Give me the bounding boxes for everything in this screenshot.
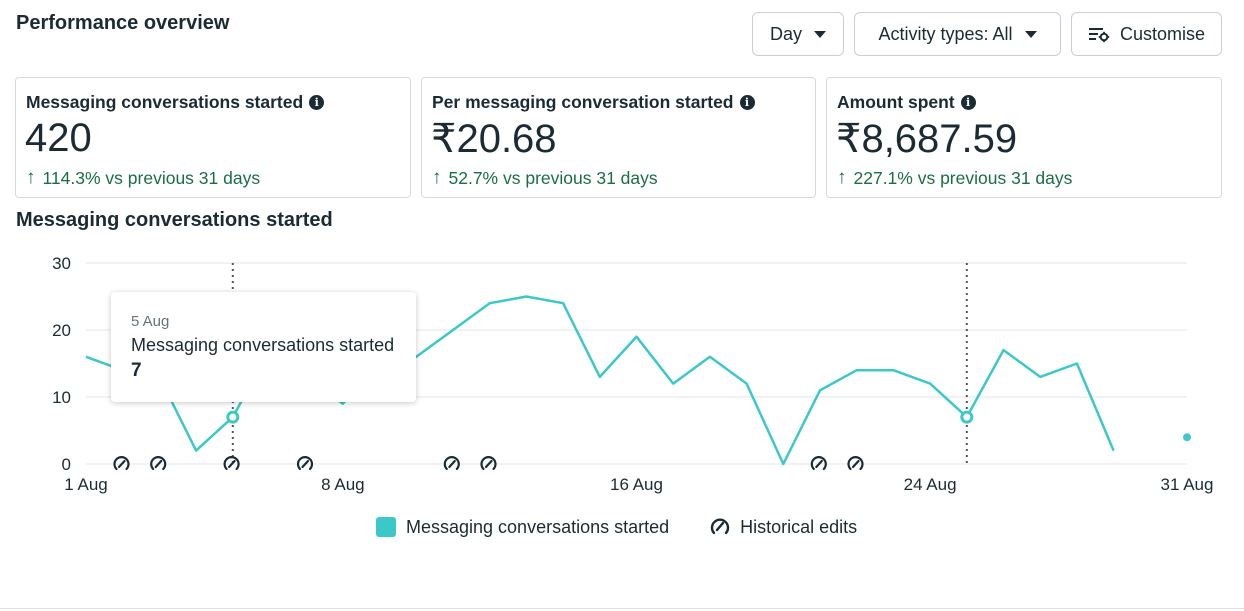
metric-change: ↑ 52.7% vs previous 31 days [432, 167, 658, 189]
period-dropdown[interactable]: Day [752, 12, 844, 56]
tooltip-value: 7 [131, 360, 142, 381]
metric-change-text: 114.3% vs previous 31 days [42, 167, 261, 188]
arrow-up-icon: ↑ [26, 167, 36, 188]
customise-label: Customise [1119, 23, 1206, 44]
settings-list-icon [1088, 28, 1110, 43]
metric-label-text: Amount spent [837, 92, 955, 112]
caret-down-icon [814, 30, 826, 38]
legend-label-historical-edits[interactable]: Historical edits [740, 516, 858, 537]
y-tick-label: 0 [62, 455, 71, 474]
x-tick-label: 16 Aug [610, 475, 663, 494]
x-tick-label: 8 Aug [321, 475, 365, 494]
historical-edit-icon [709, 516, 731, 538]
chart-tooltip: 5 Aug Messaging conversations started 7 [111, 292, 416, 402]
historical-edit-icon [113, 456, 130, 471]
legend-swatch-conversations [376, 517, 396, 537]
arrow-up-icon: ↑ [837, 167, 847, 188]
historical-edit-icon [443, 456, 460, 471]
highlighted-point [960, 410, 974, 424]
x-tick-label: 31 Aug [1161, 475, 1214, 494]
historical-edit-icon [296, 456, 314, 471]
metric-value: ₹20.68 [431, 117, 557, 161]
historical-edit-icon [150, 456, 167, 471]
metric-value: 420 [25, 116, 92, 160]
metric-value: ₹8,687.59 [836, 117, 1018, 161]
highlighted-point [226, 410, 240, 424]
caret-down-icon [1024, 30, 1037, 38]
info-icon[interactable]: i [739, 95, 755, 110]
series-point [1183, 433, 1191, 442]
activity-types-dropdown[interactable]: Activity types: All [854, 12, 1061, 56]
metric-label-text: Messaging conversations started [26, 92, 304, 112]
y-tick-label: 10 [52, 388, 71, 407]
historical-edit-icon [223, 456, 240, 471]
chart-legend: Messaging conversations started Historic… [376, 516, 857, 538]
metric-change: ↑ 227.1% vs previous 31 days [837, 167, 1072, 189]
metric-label: Messaging conversations started i [26, 92, 325, 113]
period-dropdown-label: Day [769, 23, 802, 44]
metric-card-conversations[interactable]: Messaging conversations started i 420 ↑ … [15, 77, 411, 198]
activity-types-label: Activity types: All [878, 23, 1013, 44]
page-title: Performance overview [16, 12, 230, 34]
metric-label: Per messaging conversation started i [432, 92, 755, 113]
metric-change: ↑ 114.3% vs previous 31 days [26, 167, 260, 189]
tooltip-series: Messaging conversations started [131, 335, 395, 355]
x-tick-label: 1 Aug [64, 475, 108, 494]
metric-change-text: 52.7% vs previous 31 days [448, 167, 658, 188]
historical-edit-icon [480, 456, 497, 471]
metric-label-text: Per messaging conversation started [432, 92, 734, 112]
metric-change-text: 227.1% vs previous 31 days [853, 167, 1073, 188]
info-icon[interactable]: i [309, 95, 325, 110]
metric-card-amount-spent[interactable]: Amount spent i ₹8,687.59 ↑ 227.1% vs pre… [826, 77, 1222, 198]
customise-button[interactable]: Customise [1071, 12, 1222, 56]
info-icon[interactable]: i [960, 95, 976, 110]
y-tick-label: 20 [52, 321, 71, 340]
legend-label-conversations[interactable]: Messaging conversations started [406, 516, 670, 537]
metric-card-cost-per-conversation[interactable]: Per messaging conversation started i ₹20… [421, 77, 816, 198]
arrow-up-icon: ↑ [432, 167, 442, 188]
historical-edit-icon [810, 456, 827, 471]
divider [0, 608, 1244, 609]
chart-title: Messaging conversations started [16, 209, 333, 231]
y-tick-label: 30 [52, 254, 71, 273]
historical-edit-icon [847, 456, 864, 471]
x-tick-label: 24 Aug [904, 475, 957, 494]
metric-label: Amount spent i [837, 92, 976, 113]
tooltip-date: 5 Aug [131, 313, 170, 330]
